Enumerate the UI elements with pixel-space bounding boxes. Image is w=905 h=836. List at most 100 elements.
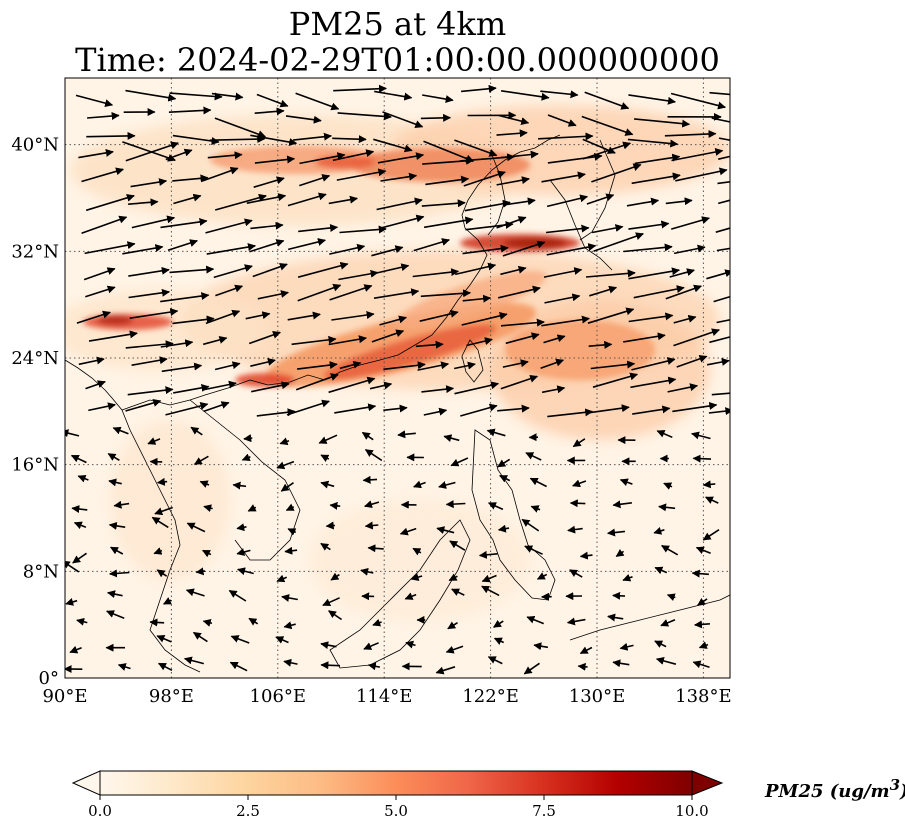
wind-arrow [589,285,618,297]
wind-arrow [653,526,665,535]
wind-arrow [167,239,198,252]
wind-arrow [165,402,209,416]
wind-arrow [371,329,405,343]
wind-arrow [530,505,541,513]
wind-arrow [253,176,285,188]
wind-arrow [675,167,728,182]
wind-arrow [213,264,253,279]
wind-arrow [500,318,545,327]
wind-arrow [404,592,417,600]
wind-arrow [153,547,163,555]
wind-arrow [547,152,603,164]
wind-arrow [337,112,392,121]
wind-arrow [481,585,500,597]
wind-arrow [540,90,579,99]
wind-arrow [254,155,296,164]
wind-arrow [619,642,634,651]
map-subtitle-time: Time: 2024-02-29T01:00:00.000000000 [75,41,720,79]
wind-arrow [709,91,730,96]
wind-arrow [711,117,730,123]
wind-arrow [76,310,111,324]
wind-arrow [128,198,159,207]
wind-arrow [383,404,408,413]
wind-arrow [147,437,161,445]
wind-arrow [461,84,497,93]
wind-arrow [435,666,456,675]
wind-arrow [709,336,730,344]
wind-arrow [371,245,404,257]
wind-arrow [205,218,253,234]
wind-arrow [131,356,168,366]
wind-arrow [190,426,203,436]
wind-arrow [460,403,498,417]
wind-arrow [205,309,241,325]
wind-arrow [496,176,530,186]
wind-arrow [112,426,129,435]
wind-arrow [276,460,295,470]
wind-arrow [541,315,590,327]
wind-arrow [454,139,498,157]
wind-arrow [162,597,172,605]
wind-arrow [663,482,673,490]
wind-arrow [362,475,378,484]
wind-arrow [579,551,593,560]
lat-tick-label: 40°N [11,135,59,156]
wind-arrow [154,506,173,516]
wind-arrow [207,151,243,160]
wind-arrow [372,618,382,627]
wind-arrow [250,221,284,230]
wind-arrow [169,265,215,274]
wind-arrow [656,430,673,439]
wind-arrow [691,431,711,440]
wind-arrow [436,526,455,534]
wind-arrow [128,266,170,277]
wind-arrow [412,268,460,278]
wind-arrow [622,573,633,582]
wind-arrow [339,360,362,370]
wind-arrow [241,453,251,462]
wind-arrow [229,661,248,672]
wind-arrow [373,138,413,153]
wind-arrow [211,92,244,101]
wind-arrow [85,285,116,298]
wind-arrow [156,635,172,643]
wind-arrow [193,455,209,465]
wind-arrow [288,238,326,251]
wind-arrow [249,239,285,253]
wind-arrow [256,93,289,108]
wind-arrow [478,550,498,559]
wind-arrow [230,635,250,644]
wind-arrow [172,315,215,325]
wind-arrow [373,288,420,299]
wind-arrow [546,243,597,256]
wind-arrow [281,594,298,602]
wind-arrow [623,332,666,343]
wind-arrow [298,223,339,233]
wind-arrow [185,588,205,597]
wind-arrow [543,267,583,278]
wind-arrow [500,374,539,390]
wind-arrow [671,148,724,162]
wind-arrow [122,141,176,162]
wind-arrow [529,477,547,488]
wind-arrow [592,372,639,388]
wind-arrow [584,91,630,110]
wind-arrow [299,174,331,187]
colorbar-tick-label: 7.5 [532,802,556,820]
wind-arrow [248,617,259,626]
wind-arrow [698,641,709,649]
wind-arrow [497,458,511,468]
wind-arrow [493,619,504,628]
wind-arrow [577,662,588,671]
wind-arrow [451,588,465,596]
wind-arrow [117,663,131,671]
wind-arrow [334,403,377,414]
wind-arrow [83,267,116,281]
colorbar-extend-min [71,770,101,796]
wind-arrow [329,284,373,301]
wind-arrow [658,503,676,512]
wind-arrow [328,195,358,205]
colorbar-extend-max [691,770,724,796]
wind-arrow [206,243,256,255]
wind-arrow [297,361,338,370]
